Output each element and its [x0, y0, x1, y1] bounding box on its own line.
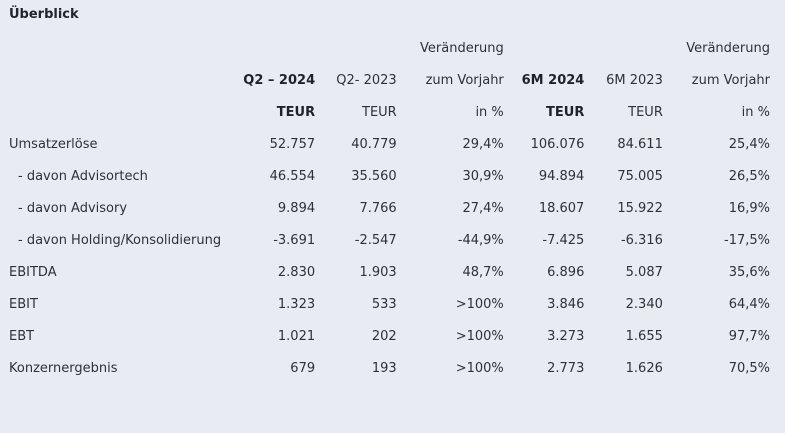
value-cell: 1.323	[277, 296, 316, 312]
value-cell: 64,4%	[728, 296, 770, 312]
header-cell: in %	[475, 104, 504, 120]
value-cell: 35,6%	[728, 264, 770, 280]
value-cell: 533	[371, 296, 397, 312]
value-cell: 1.655	[625, 328, 663, 344]
header-cell: TEUR	[628, 104, 663, 120]
table-row: - davon Holding/Konsolidierung -3.691 -2.5…	[0, 224, 770, 256]
value-cell: >100%	[455, 360, 504, 376]
value-cell: 2.773	[547, 360, 585, 376]
value-cell: 97,7%	[728, 328, 770, 344]
value-cell: 2.340	[625, 296, 663, 312]
table-row: EBITDA 2.830 1.903 48,7% 6.896 5.087 35,6%	[0, 256, 770, 288]
value-cell: 7.766	[359, 200, 397, 216]
row-label: - davon Advisortech	[18, 168, 148, 184]
value-cell: 1.626	[625, 360, 663, 376]
header-cell	[315, 32, 397, 64]
financial-overview-table: Veränderung Veränderung Q2 – 2024 Q2- 20…	[0, 32, 770, 384]
value-cell: 26,5%	[728, 168, 770, 184]
header-row-3: TEUR TEUR in % TEUR TEUR in %	[0, 96, 770, 128]
row-label: EBIT	[9, 296, 38, 312]
header-cell: Veränderung	[420, 40, 504, 56]
value-cell: 27,4%	[462, 200, 504, 216]
value-cell: 1.021	[277, 328, 316, 344]
value-cell: 679	[290, 360, 316, 376]
value-cell: 18.607	[538, 200, 585, 216]
row-label: EBITDA	[9, 264, 57, 280]
header-cell: Veränderung	[686, 40, 770, 56]
header-cell	[0, 96, 230, 128]
value-cell: -17,5%	[724, 232, 770, 248]
header-cell: 6M 2024	[521, 72, 585, 88]
value-cell: 1.903	[359, 264, 397, 280]
value-cell: 75.005	[617, 168, 663, 184]
value-cell: 5.087	[625, 264, 663, 280]
header-cell	[584, 32, 663, 64]
header-row-1: Veränderung Veränderung	[0, 32, 770, 64]
row-label: Konzernergebnis	[9, 360, 118, 376]
header-cell: Q2- 2023	[336, 72, 397, 88]
value-cell: 15.922	[617, 200, 663, 216]
value-cell: 84.611	[617, 136, 663, 152]
table-row: - davon Advisory 9.894 7.766 27,4% 18.607 15.…	[0, 192, 770, 224]
table-row: EBIT 1.323 533 >100% 3.846 2.340 64,4%	[0, 288, 770, 320]
header-cell	[0, 32, 230, 64]
header-cell	[0, 64, 230, 96]
header-cell: Q2 – 2024	[243, 72, 316, 88]
header-cell: 6M 2023	[606, 72, 663, 88]
value-cell: 30,9%	[462, 168, 504, 184]
value-cell: 3.846	[547, 296, 585, 312]
header-cell: zum Vorjahr	[425, 72, 504, 88]
value-cell: 52.757	[269, 136, 316, 152]
table-row: Konzernergebnis 679 193 >100% 2.773 1.626 70,5…	[0, 352, 770, 384]
header-cell	[230, 32, 315, 64]
value-cell: -7.425	[542, 232, 585, 248]
value-cell: -2.547	[354, 232, 397, 248]
header-cell	[504, 32, 585, 64]
header-row-2: Q2 – 2024 Q2- 2023 zum Vorjahr 6M 2024 6…	[0, 64, 770, 96]
row-label: - davon Holding/Konsolidierung	[18, 232, 222, 248]
section-title: Überblick	[9, 7, 79, 22]
table-row: Umsatzerlöse 52.757 40.779 29,4% 106.076 84.6…	[0, 128, 770, 160]
value-cell: 40.779	[351, 136, 397, 152]
value-cell: 48,7%	[462, 264, 504, 280]
value-cell: 2.830	[277, 264, 316, 280]
value-cell: 94.894	[538, 168, 585, 184]
value-cell: 25,4%	[728, 136, 770, 152]
header-cell: zum Vorjahr	[691, 72, 770, 88]
value-cell: 202	[371, 328, 397, 344]
value-cell: 3.273	[547, 328, 585, 344]
row-label: - davon Advisory	[18, 200, 128, 216]
value-cell: 6.896	[547, 264, 585, 280]
value-cell: 16,9%	[728, 200, 770, 216]
table-row: EBT 1.021 202 >100% 3.273 1.655 97,7%	[0, 320, 770, 352]
value-cell: 35.560	[351, 168, 397, 184]
header-cell: TEUR	[362, 104, 397, 120]
value-cell: 193	[371, 360, 397, 376]
table-row: - davon Advisortech 46.554 35.560 30,9% 94.8…	[0, 160, 770, 192]
value-cell: 106.076	[530, 136, 585, 152]
value-cell: -6.316	[620, 232, 663, 248]
value-cell: >100%	[455, 296, 504, 312]
value-cell: 70,5%	[728, 360, 770, 376]
header-cell: TEUR	[276, 104, 316, 120]
value-cell: -44,9%	[457, 232, 504, 248]
header-cell: TEUR	[546, 104, 585, 120]
value-cell: >100%	[455, 328, 504, 344]
header-cell: in %	[741, 104, 770, 120]
row-label: Umsatzerlöse	[9, 136, 98, 152]
value-cell: 9.894	[277, 200, 316, 216]
value-cell: 29,4%	[462, 136, 504, 152]
value-cell: -3.691	[273, 232, 316, 248]
row-label: EBT	[9, 328, 35, 344]
value-cell: 46.554	[269, 168, 316, 184]
